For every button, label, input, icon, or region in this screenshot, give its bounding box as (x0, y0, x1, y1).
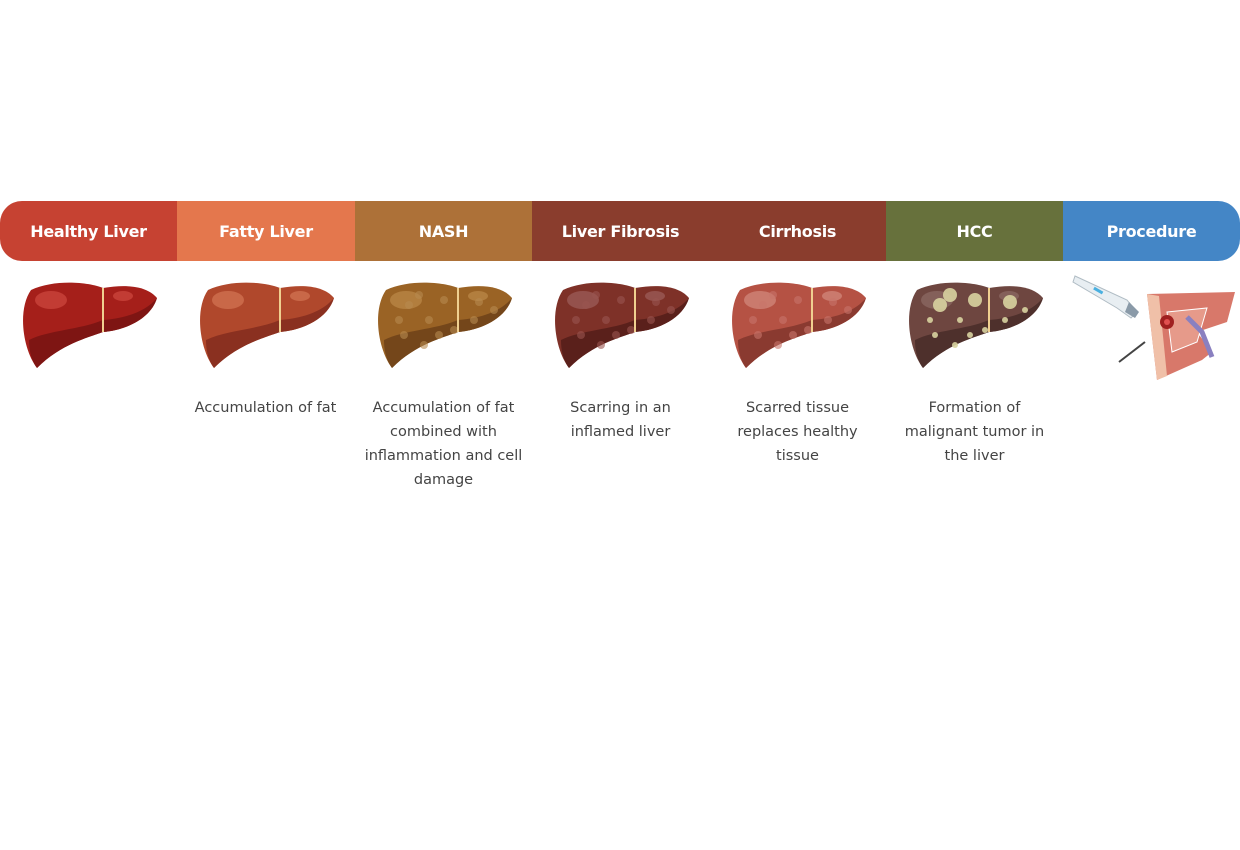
cirrhotic-liver-icon (731, 282, 866, 368)
stage-header-hcc: HCC (886, 201, 1063, 261)
stage-description: Scarring in an inflamed liver (570, 400, 671, 440)
stage-description: Accumulation of fat (194, 400, 337, 416)
stage-description: Accumulation of fat combined with inflam… (364, 400, 523, 488)
hcc-column: Formation of malignant tumor in the live… (886, 280, 1063, 468)
stage-header-nash: NASH (355, 201, 532, 261)
hcc-liver-icon (908, 282, 1043, 368)
cirrhosis-column: Scarred tissue replaces healthy tissue (709, 280, 886, 468)
healthy-liver-column (0, 280, 177, 396)
stage-header-procedure: Procedure (1063, 201, 1240, 261)
ultrasound-procedure-illustration (1071, 275, 1235, 380)
stage-banner: Healthy Liver Fatty Liver NASH Liver Fib… (0, 201, 1240, 261)
nash-liver-icon (377, 282, 512, 368)
stage-description: Scarred tissue replaces healthy tissue (737, 400, 858, 464)
fatty-liver-column: Accumulation of fat (177, 280, 354, 420)
fibrotic-liver-icon (554, 282, 689, 368)
stage-header-healthy-liver: Healthy Liver (0, 201, 177, 261)
stage-description: Formation of malignant tumor in the live… (904, 400, 1045, 464)
healthy-liver-icon (22, 282, 157, 368)
stage-header-liver-fibrosis: Liver Fibrosis (532, 201, 709, 261)
fatty-liver-icon (199, 282, 334, 368)
stage-header-fatty-liver: Fatty Liver (177, 201, 355, 261)
nash-column: Accumulation of fat combined with inflam… (355, 280, 532, 492)
liver-fibrosis-column: Scarring in an inflamed liver (532, 280, 709, 444)
procedure-column (1063, 272, 1240, 384)
stage-header-cirrhosis: Cirrhosis (709, 201, 886, 261)
